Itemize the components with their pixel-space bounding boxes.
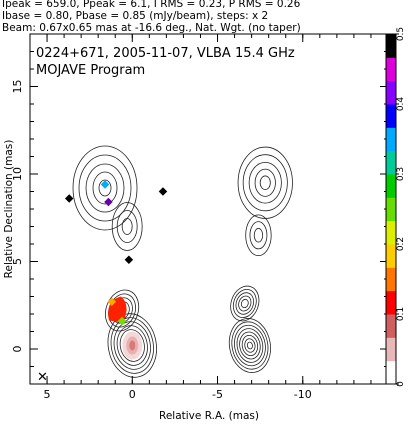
colorbar-swatch xyxy=(386,360,396,385)
colorbar-swatch xyxy=(386,337,396,362)
pol-spot xyxy=(107,297,117,306)
pol-spot xyxy=(64,194,74,203)
pol-spot xyxy=(158,187,168,196)
left-contour xyxy=(104,289,140,332)
chart-subtitle: MOJAVE Program xyxy=(36,63,145,78)
colorbar-tick-label: 0.3 xyxy=(396,167,406,181)
y-tick-label: 0 xyxy=(11,346,24,353)
plot-frame xyxy=(29,33,389,385)
header-line-2: Ibase = 0.80, Pbase = 0.85 (mJy/beam), s… xyxy=(2,10,269,22)
colorbar-tick-label: 0.4 xyxy=(396,97,406,112)
y-axis-label: Relative Declination (mas) xyxy=(3,140,15,279)
pol-spot xyxy=(104,197,113,207)
right-contour xyxy=(240,298,249,309)
beam-marker: ✕ xyxy=(37,370,48,385)
y-tick-label: 15 xyxy=(11,80,24,94)
colorbar-swatch xyxy=(386,34,396,58)
pol-spot xyxy=(117,316,127,326)
header-line-1: Ipeak = 659.0, Ppeak = 6.1, I RMS = 0.23… xyxy=(2,0,301,10)
core-fill xyxy=(129,340,136,351)
left-contour xyxy=(113,321,151,370)
colorbar-swatch xyxy=(386,197,396,222)
pol-spot xyxy=(124,255,134,264)
colorbar-swatch xyxy=(386,290,396,315)
right-contour xyxy=(237,146,293,219)
contours-right-panel xyxy=(228,146,293,373)
header-line-3: Beam: 0.67x0.65 mas at -16.6 deg., Nat. … xyxy=(2,22,301,34)
right-contour xyxy=(253,228,264,243)
right-contour xyxy=(244,338,256,353)
right-contour xyxy=(239,331,261,360)
chart-title: 0224+671, 2005-11-07, VLBA 15.4 GHz xyxy=(36,46,295,61)
pol-spot xyxy=(100,180,110,189)
colorbar-tick-label: 0 xyxy=(396,381,406,387)
x-axis-label: Relative R.A. (mas) xyxy=(159,410,259,422)
right-contour xyxy=(231,321,269,370)
right-contour xyxy=(230,285,260,322)
colorbar-swatch xyxy=(386,267,396,292)
colorbar-swatch xyxy=(386,104,396,128)
right-contour xyxy=(242,154,288,212)
right-contour xyxy=(234,324,266,367)
left-contour xyxy=(92,171,118,205)
axis-ticks: 5 0 -5 -10 0 5 10 15 xyxy=(11,34,388,401)
right-contour xyxy=(241,334,259,357)
colorbar-swatch xyxy=(386,57,396,82)
left-contour xyxy=(107,313,157,378)
right-contour xyxy=(259,175,271,190)
left-contour xyxy=(119,329,145,362)
left-contour xyxy=(116,210,138,243)
left-contour xyxy=(72,145,138,231)
right-contour xyxy=(246,341,253,350)
right-contour xyxy=(254,168,276,197)
colorbar-frame xyxy=(385,33,397,385)
colorbar-swatch xyxy=(386,127,396,152)
colorbar-swatch xyxy=(386,174,396,198)
colorbar: 0 0.1 0.2 0.3 0.4 0.5 xyxy=(385,27,406,387)
left-contour xyxy=(78,154,132,222)
right-contour xyxy=(236,328,264,363)
x-tick-label: -5 xyxy=(212,388,223,401)
colorbar-tick-label: 0.2 xyxy=(396,237,406,251)
right-contour xyxy=(238,295,252,312)
x-tick-label: -10 xyxy=(294,388,312,401)
right-contour xyxy=(228,318,271,373)
y-tick-label: 10 xyxy=(11,167,24,181)
colorbar-swatch xyxy=(386,150,396,175)
right-contour xyxy=(248,161,282,204)
colorbar-tick-label: 0.5 xyxy=(396,27,406,41)
left-contour xyxy=(110,317,154,374)
right-contour xyxy=(245,214,272,257)
colorbar-tick-label: 0.1 xyxy=(396,307,406,321)
left-contour xyxy=(121,218,133,235)
right-contour xyxy=(235,292,255,315)
left-contour xyxy=(111,202,143,251)
polarization-spots xyxy=(64,180,168,326)
y-tick-label: 5 xyxy=(11,258,24,265)
right-contour xyxy=(232,289,257,318)
colorbar-swatch xyxy=(386,80,396,105)
x-tick-label: 0 xyxy=(129,388,136,401)
left-contour xyxy=(98,179,112,197)
x-tick-label: 5 xyxy=(44,388,51,401)
colorbar-swatch xyxy=(386,314,396,338)
colorbar-swatch xyxy=(386,244,396,268)
left-contour xyxy=(85,163,125,213)
colorbar-swatch xyxy=(386,220,396,245)
contours-left-panel xyxy=(72,145,157,378)
right-contour xyxy=(249,221,268,250)
left-contour xyxy=(116,325,148,366)
